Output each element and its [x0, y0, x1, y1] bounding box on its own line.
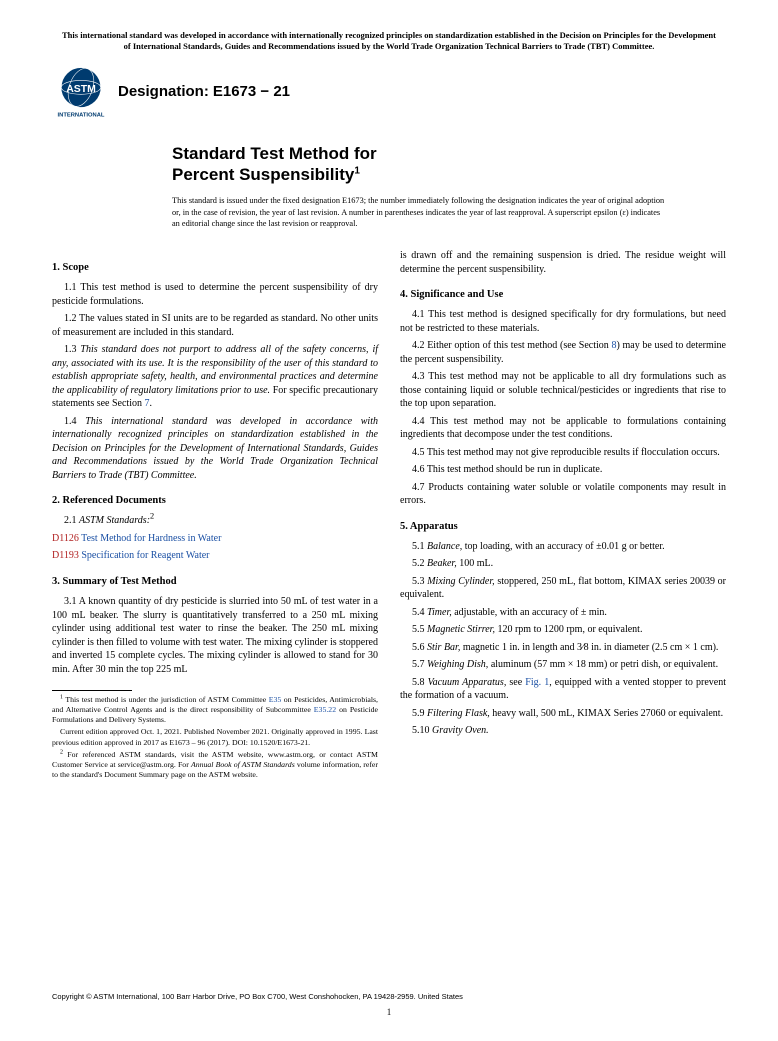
text-run: top loading, with an accuracy of ±0.01 g… [462, 541, 664, 552]
ref-code-d1193[interactable]: D1193 [52, 550, 79, 561]
fig-1-link[interactable]: Fig. 1 [525, 677, 549, 688]
para-4-6: 4.6 This test method should be run in du… [400, 463, 726, 477]
para-1-3: 1.3 This standard does not purport to ad… [52, 343, 378, 411]
designation-label: Designation: [118, 83, 209, 100]
clause-num: 5.5 [412, 624, 427, 635]
para-5-10: 5.10 Gravity Oven. [400, 724, 726, 738]
para-1-4: 1.4 This international standard was deve… [52, 415, 378, 483]
title-text: Percent Suspensibility [172, 165, 354, 184]
text-run: 100 mL. [457, 558, 493, 569]
text-run: 4.2 Either option of this test method (s… [412, 340, 611, 351]
para-4-1: 4.1 This test method is designed specifi… [400, 308, 726, 335]
apparatus-name: Timer, [427, 607, 452, 618]
clause-num: 1.3 [64, 344, 80, 355]
clause-num: 5.4 [412, 607, 427, 618]
clause-num: 5.9 [412, 708, 427, 719]
section-5-heading: 5. Apparatus [400, 520, 726, 534]
para-5-9: 5.9 Filtering Flask, heavy wall, 500 mL,… [400, 707, 726, 721]
section-1-heading: 1. Scope [52, 261, 378, 275]
apparatus-name: Filtering Flask, [427, 708, 490, 719]
text-run: adjustable, with an accuracy of ± min. [452, 607, 607, 618]
text-run: . [149, 398, 152, 409]
clause-num: 1.4 [64, 416, 85, 427]
footnote-1: 1 This test method is under the jurisdic… [52, 695, 378, 725]
ref-link-d1193[interactable]: Specification for Reagent Water [79, 550, 210, 561]
title-line-1: Standard Test Method for [172, 143, 726, 164]
clause-num: 5.7 [412, 659, 427, 670]
ref-code-d1126[interactable]: D1126 [52, 533, 79, 544]
section-4-heading: 4. Significance and Use [400, 288, 726, 302]
apparatus-name: Gravity Oven. [432, 725, 489, 736]
apparatus-name: Balance, [427, 541, 462, 552]
clause-num: 5.8 [412, 677, 428, 688]
para-4-3: 4.3 This test method may not be applicab… [400, 370, 726, 411]
para-3-1-cont: is drawn off and the remaining suspensio… [400, 249, 726, 276]
text-run: see [506, 677, 525, 688]
clause-num: 2.1 [64, 515, 79, 526]
section-2-heading: 2. Referenced Documents [52, 494, 378, 508]
clause-num: 5.3 [412, 576, 427, 587]
text-run: heavy wall, 500 mL, KIMAX Series 27060 o… [490, 708, 723, 719]
left-column: 1. Scope 1.1 This test method is used to… [52, 249, 378, 782]
para-5-1: 5.1 Balance, top loading, with an accura… [400, 540, 726, 554]
apparatus-name: Stir Bar, [427, 642, 460, 653]
para-5-6: 5.6 Stir Bar, magnetic 1 in. in length a… [400, 641, 726, 655]
para-5-2: 5.2 Beaker, 100 mL. [400, 557, 726, 571]
astm-standards-label: ASTM Standards: [79, 515, 150, 526]
text-run: aluminum (57 mm × 18 mm) or petri dish, … [488, 659, 718, 670]
para-5-7: 5.7 Weighing Dish, aluminum (57 mm × 18 … [400, 658, 726, 672]
para-4-4: 4.4 This test method may not be applicab… [400, 415, 726, 442]
apparatus-name: Magnetic Stirrer, [427, 624, 495, 635]
ref-d1126: D1126 Test Method for Hardness in Water [52, 532, 378, 546]
para-4-2: 4.2 Either option of this test method (s… [400, 339, 726, 366]
para-3-1: 3.1 A known quantity of dry pesticide is… [52, 595, 378, 676]
para-1-1: 1.1 This test method is used to determin… [52, 281, 378, 308]
footnote-2: 2 For referenced ASTM standards, visit t… [52, 750, 378, 780]
copyright-line: Copyright © ASTM International, 100 Barr… [52, 992, 463, 1001]
clause-num: 5.1 [412, 541, 427, 552]
ref-link-d1126[interactable]: Test Method for Hardness in Water [79, 533, 222, 544]
para-4-7: 4.7 Products containing water soluble or… [400, 481, 726, 508]
right-column: is drawn off and the remaining suspensio… [400, 249, 726, 782]
apparatus-name: Beaker, [427, 558, 457, 569]
para-4-5: 4.5 This test method may not give reprod… [400, 446, 726, 460]
svg-text:ASTM: ASTM [66, 84, 96, 95]
tbt-top-note: This international standard was develope… [52, 30, 726, 53]
committee-e35-link[interactable]: E35 [269, 695, 282, 704]
issuance-note: This standard is issued under the fixed … [172, 195, 726, 229]
para-5-4: 5.4 Timer, adjustable, with an accuracy … [400, 606, 726, 620]
astm-logo: ASTM INTERNATIONAL [52, 63, 110, 121]
subcommittee-e35-22-link[interactable]: E35.22 [314, 705, 336, 714]
book-title: Annual Book of ASTM Standards [191, 760, 295, 769]
text-run: 120 rpm to 1200 rpm, or equivalent. [495, 624, 642, 635]
para-1-2: 1.2 The values stated in SI units are to… [52, 312, 378, 339]
ref-d1193: D1193 Specification for Reagent Water [52, 549, 378, 563]
para-5-3: 5.3 Mixing Cylinder, stoppered, 250 mL, … [400, 575, 726, 602]
text-run: magnetic 1 in. in length and 3⁄8 in. in … [460, 642, 718, 653]
section-3-heading: 3. Summary of Test Method [52, 575, 378, 589]
footnote-rule [52, 690, 132, 691]
two-column-body: 1. Scope 1.1 This test method is used to… [52, 249, 726, 782]
para-2-1: 2.1 ASTM Standards:2 [52, 514, 378, 528]
tbt-statement: This international standard was develope… [52, 416, 378, 481]
designation-code: E1673 − 21 [213, 83, 290, 100]
apparatus-name: Weighing Dish, [427, 659, 488, 670]
para-5-8: 5.8 Vacuum Apparatus, see Fig. 1, equipp… [400, 676, 726, 703]
page-number: 1 [387, 1007, 392, 1017]
header-block: ASTM INTERNATIONAL Designation: E1673 − … [52, 63, 726, 121]
text-run: This test method is under the jurisdicti… [63, 695, 269, 704]
svg-text:INTERNATIONAL: INTERNATIONAL [58, 112, 105, 118]
designation-line: Designation: E1673 − 21 [118, 83, 290, 101]
para-5-5: 5.5 Magnetic Stirrer, 120 rpm to 1200 rp… [400, 623, 726, 637]
footnote-2-ref: 2 [150, 512, 154, 521]
title-line-2: Percent Suspensibility1 [172, 164, 726, 185]
apparatus-name: Vacuum Apparatus, [428, 677, 507, 688]
clause-num: 5.10 [412, 725, 432, 736]
clause-num: 5.6 [412, 642, 427, 653]
title-footnote-ref: 1 [354, 166, 360, 177]
footnote-1b: Current edition approved Oct. 1, 2021. P… [52, 727, 378, 747]
clause-num: 5.2 [412, 558, 427, 569]
title-block: Standard Test Method for Percent Suspens… [172, 143, 726, 186]
apparatus-name: Mixing Cylinder, [427, 576, 494, 587]
